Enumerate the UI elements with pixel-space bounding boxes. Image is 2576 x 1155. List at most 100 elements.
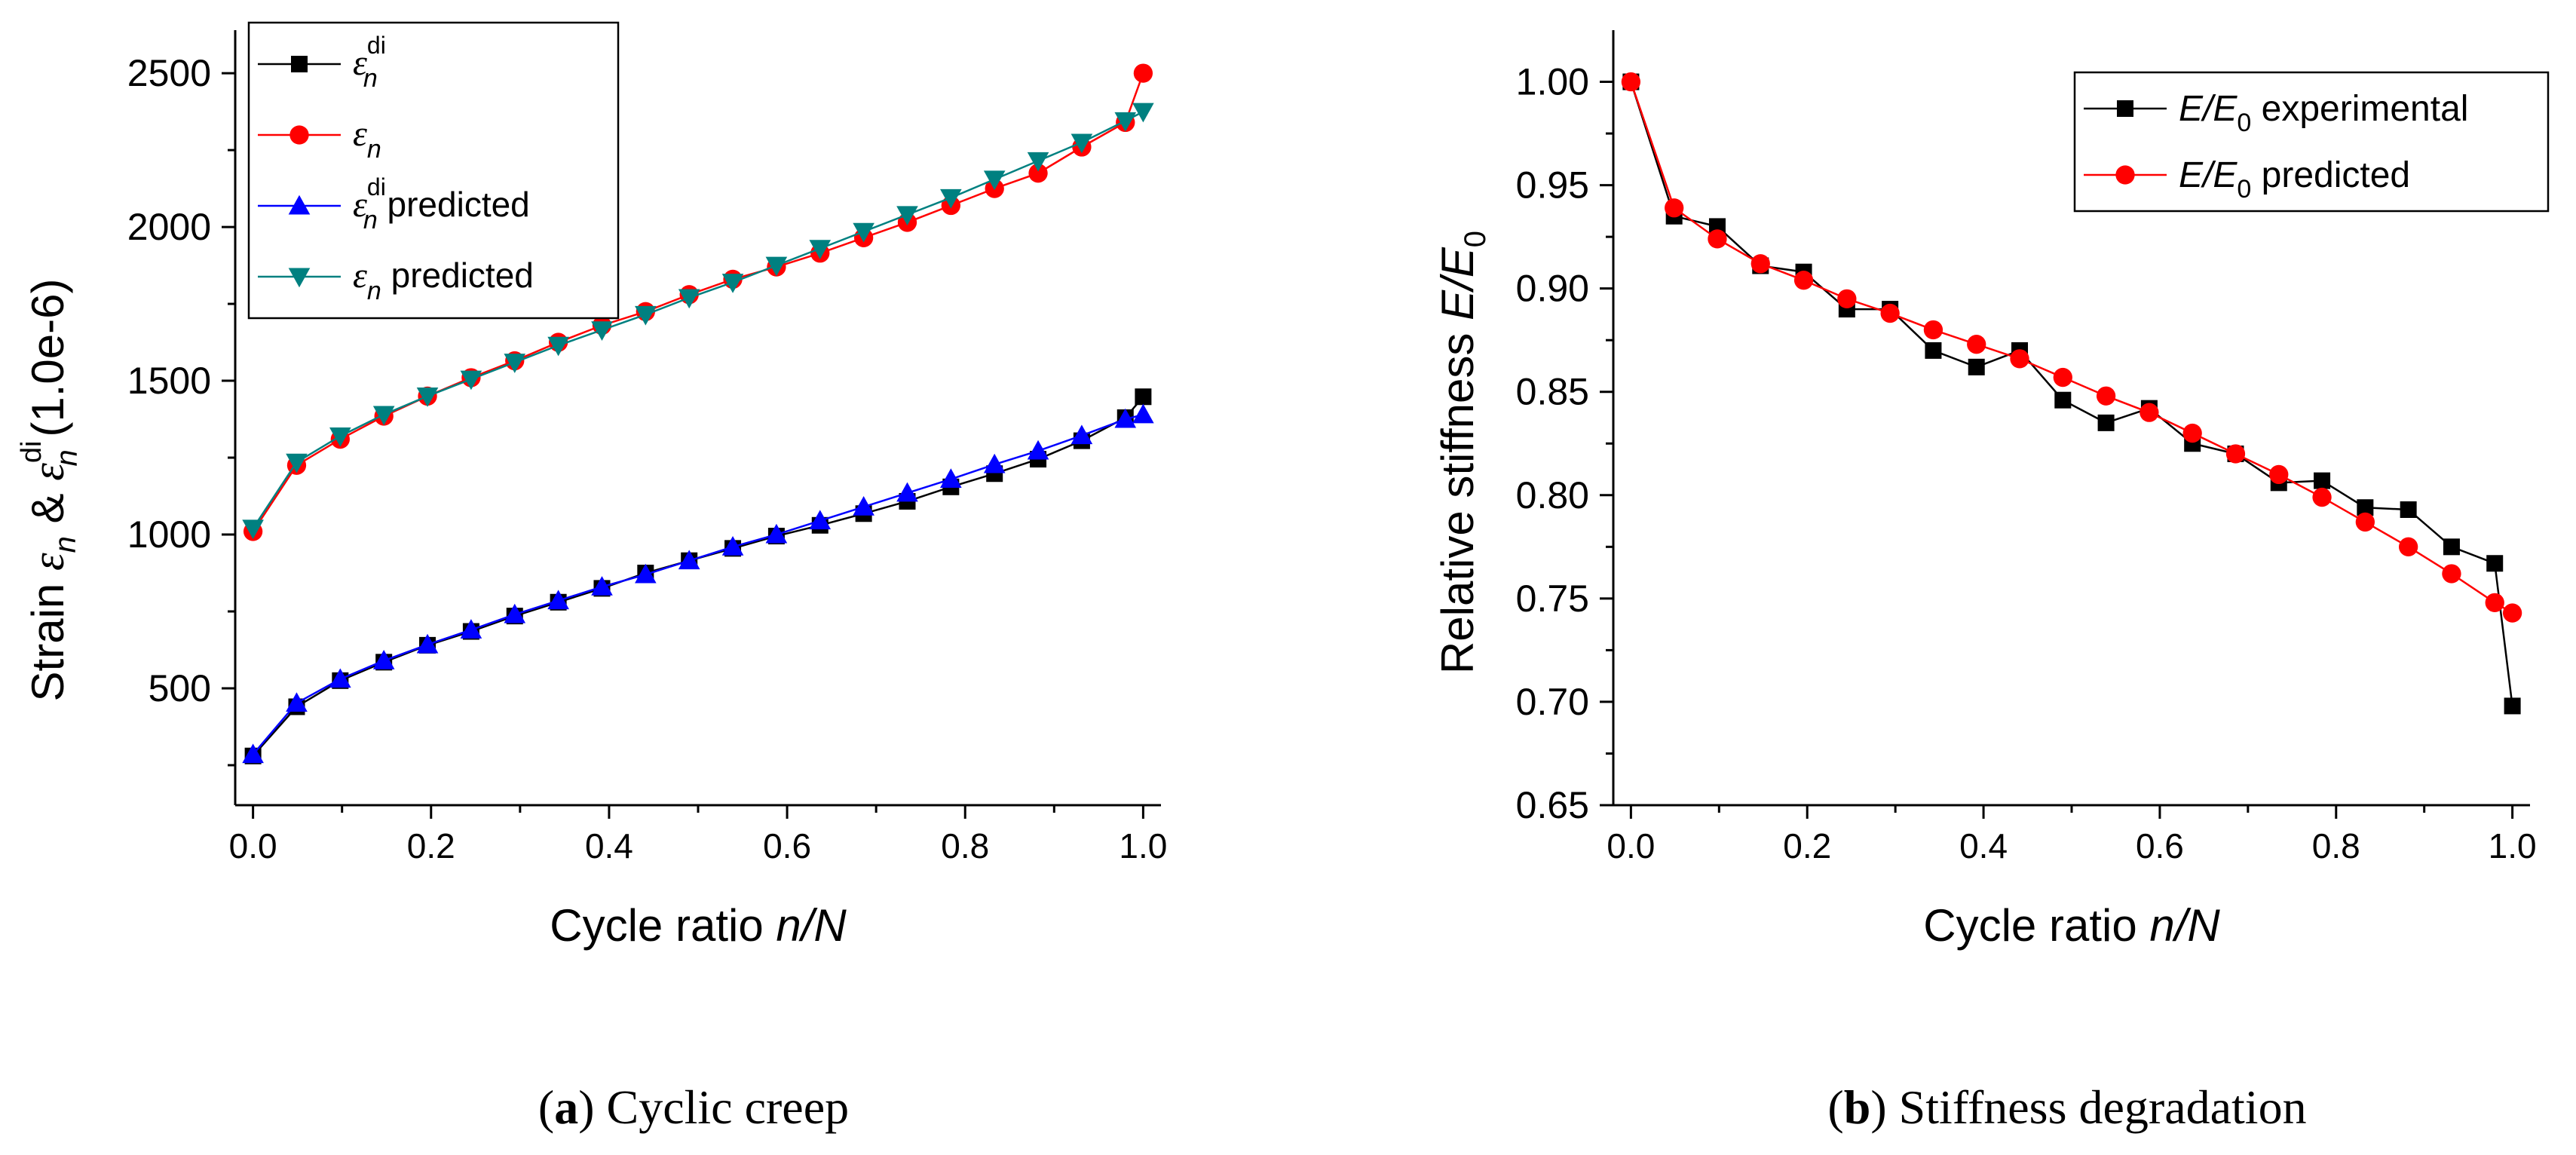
caption-a: (a) Cyclic creep	[538, 1080, 849, 1134]
series-line	[1630, 81, 2513, 614]
data-point	[1027, 440, 1049, 460]
data-point	[1135, 388, 1152, 406]
data-point	[809, 240, 832, 259]
data-point	[1071, 424, 1093, 445]
data-point	[372, 406, 395, 426]
data-point	[2485, 593, 2504, 612]
data-point	[504, 354, 526, 373]
data-point	[1132, 403, 1154, 424]
data-point	[1027, 152, 1049, 172]
data-point	[1968, 358, 1985, 375]
x-tick-label: 0.2	[1783, 826, 1831, 865]
legend-marker	[2115, 165, 2135, 185]
data-point	[1925, 342, 1942, 359]
data-point	[853, 496, 874, 516]
data-point	[1967, 335, 1986, 354]
data-point	[1665, 198, 1684, 218]
legend-box	[2073, 71, 2550, 213]
x-tick-label: 0.8	[941, 826, 989, 865]
data-point	[591, 576, 613, 596]
x-tick-label: 0.8	[2312, 826, 2360, 865]
data-point	[2010, 349, 2029, 369]
data-point	[1923, 320, 1943, 340]
data-point	[286, 453, 308, 473]
data-point	[940, 188, 962, 209]
data-point	[329, 427, 351, 447]
chart-a-y-axis-label: Strain εn & εdi n (1.0e-6)	[16, 279, 84, 702]
data-point	[2054, 391, 2072, 409]
data-point	[940, 468, 962, 489]
series-line	[252, 413, 1144, 755]
legend-label: E/E0 experimental	[2179, 89, 2468, 137]
svg-text:Relative stiffness E/E0: Relative stiffness E/E0	[1432, 231, 1492, 674]
data-point	[765, 256, 788, 277]
data-point	[547, 336, 569, 357]
data-point	[1708, 229, 1727, 249]
chart-b-y-axis-label: Relative stiffness E/E0	[1432, 231, 1492, 674]
data-point	[2053, 367, 2072, 388]
data-point	[2443, 538, 2460, 556]
y-tick-label: 0.70	[1516, 681, 1589, 723]
data-point	[983, 170, 1006, 191]
data-point	[329, 668, 351, 688]
y-tick-label: 1500	[127, 360, 211, 402]
data-point	[2312, 487, 2332, 507]
data-point	[1114, 112, 1137, 132]
x-tick-label: 0.4	[1959, 826, 2008, 865]
series-line	[1630, 81, 2513, 706]
data-point	[635, 563, 657, 584]
data-point	[1071, 133, 1093, 154]
x-tick-label: 0.2	[407, 826, 455, 865]
data-point	[547, 590, 569, 610]
data-point	[896, 206, 918, 226]
legend-marker	[288, 268, 311, 288]
legend-label: εn	[353, 114, 381, 164]
y-tick-label: 2500	[127, 52, 211, 94]
data-point	[1793, 271, 1814, 290]
data-point	[2314, 472, 2331, 489]
y-tick-label: 2000	[127, 206, 211, 248]
chart-panel-b: 0.0 0.2 0.4 0.6 0.8 1.0 0.65 0.70 0.75 0.80 0.85 0.…	[1432, 30, 2550, 1134]
data-point	[983, 453, 1006, 473]
y-tick-label: 0.95	[1516, 164, 1589, 207]
chart-b-series	[1621, 72, 2522, 715]
data-point	[1133, 63, 1153, 83]
data-point	[591, 321, 613, 342]
data-point	[2398, 537, 2418, 556]
chart-b-legend: E/E0 experimental E/E0 predicted	[2073, 71, 2550, 213]
legend-label: εn predicted	[353, 256, 534, 305]
data-point	[678, 289, 700, 309]
data-point	[678, 550, 700, 570]
data-point	[809, 510, 832, 530]
x-tick-label: 0.0	[229, 826, 277, 865]
data-point	[896, 482, 918, 502]
data-point	[2400, 501, 2417, 518]
legend-marker	[2117, 100, 2133, 117]
y-tick-label: 0.75	[1516, 578, 1589, 620]
legend-marker	[289, 125, 309, 145]
data-point	[2225, 444, 2246, 464]
chart-a-series	[242, 63, 1154, 764]
data-point	[416, 388, 439, 407]
data-point	[2504, 697, 2521, 715]
data-point	[416, 633, 439, 654]
x-tick-label: 1.0	[2489, 826, 2537, 865]
data-point	[372, 649, 395, 669]
y-tick-label: 1.00	[1516, 61, 1589, 103]
data-point	[2269, 464, 2289, 485]
series-line	[252, 396, 1144, 757]
data-point	[460, 619, 482, 639]
y-tick-label: 1000	[127, 513, 211, 556]
data-point	[504, 603, 526, 623]
legend-label: εdi n	[353, 32, 386, 93]
x-tick-label: 1.0	[1119, 826, 1167, 865]
x-tick-label: 0.0	[1607, 826, 1655, 865]
data-point	[1880, 303, 1900, 323]
data-point	[765, 523, 788, 544]
data-point	[242, 743, 264, 764]
data-point	[1028, 164, 1048, 183]
data-point	[2442, 564, 2461, 584]
data-point	[1621, 72, 1641, 92]
chart-a-legend: εdi n εn εdi n predicted εn predicted	[247, 21, 620, 320]
